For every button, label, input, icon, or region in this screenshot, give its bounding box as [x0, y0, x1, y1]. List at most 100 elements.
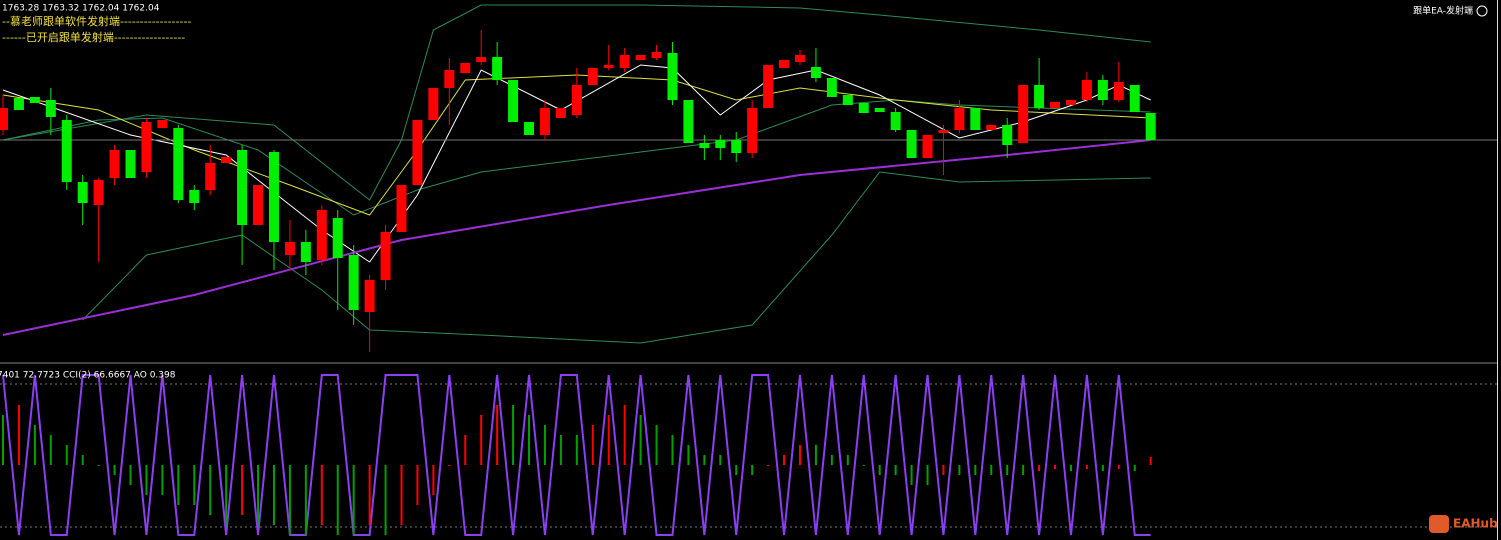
ao-bar	[878, 465, 881, 475]
ao-bar	[448, 465, 451, 466]
candle-body	[1050, 102, 1061, 108]
candle-body	[29, 97, 40, 103]
ao-bar	[320, 465, 323, 525]
candle-body	[268, 152, 279, 242]
ao-bar	[17, 405, 20, 465]
indicator-line	[2, 4, 1151, 201]
ao-bar	[400, 465, 403, 525]
ao-bar	[814, 445, 817, 465]
ao-bar	[559, 435, 562, 465]
candle-body	[890, 112, 901, 130]
ao-bar	[272, 465, 275, 525]
ao-bar	[2, 415, 4, 465]
ao-bar	[528, 415, 531, 465]
candle-body	[205, 163, 216, 190]
ao-bar	[81, 455, 84, 465]
ao-bar	[1101, 465, 1104, 471]
ao-bar	[113, 465, 116, 475]
candle-body	[0, 108, 8, 130]
candle-body	[77, 182, 88, 203]
ao-bar	[384, 465, 387, 535]
ao-bar	[1149, 457, 1152, 465]
ao-bar	[49, 435, 52, 465]
candle-body	[428, 88, 439, 120]
ao-bar	[336, 465, 339, 535]
candle-body	[460, 63, 471, 73]
candle-body	[524, 122, 535, 135]
ao-bar	[926, 465, 929, 485]
candle-body	[93, 180, 104, 205]
candle-body	[587, 68, 598, 85]
candle-body	[970, 108, 981, 130]
ao-bar	[368, 465, 371, 525]
candle-body	[45, 100, 56, 117]
ao-bar	[958, 465, 961, 475]
ao-bar	[607, 415, 610, 465]
ao-bar	[799, 445, 801, 465]
candle-body	[795, 55, 805, 62]
plot	[0, 4, 1497, 536]
ao-bar	[974, 465, 977, 475]
ao-bar	[129, 465, 132, 485]
candle-body	[221, 157, 232, 163]
ao-bar	[719, 455, 722, 465]
ao-bar	[1054, 465, 1057, 469]
candle-body	[61, 120, 72, 182]
ohlc-header: 1763.28 1763.32 1762.04 1762.04	[2, 4, 160, 14]
candle-body	[810, 67, 821, 78]
ao-bar	[942, 465, 945, 475]
candle-body	[476, 57, 487, 62]
candle-body	[412, 120, 423, 185]
candle-body	[237, 150, 248, 225]
candle-body	[1145, 113, 1156, 140]
candle-body	[444, 70, 455, 88]
ao-bar	[209, 465, 212, 515]
ao-bar	[1133, 465, 1136, 471]
ao-bar	[894, 465, 897, 475]
candle-body	[619, 55, 630, 68]
candle-body	[683, 100, 694, 143]
ao-bar	[671, 435, 674, 465]
ao-bar	[783, 455, 786, 465]
ao-bar	[862, 465, 865, 466]
candle-body	[380, 232, 391, 280]
candle-body	[141, 122, 152, 172]
ao-bar	[225, 465, 228, 525]
ao-bar	[639, 415, 642, 465]
ao-bar	[990, 465, 993, 475]
status-line: ------已开启跟单发射端------------------	[2, 30, 185, 44]
ao-bar	[751, 465, 754, 475]
candle-body	[348, 255, 359, 310]
candle-body	[715, 140, 726, 148]
candle-body	[635, 55, 646, 60]
candle-body	[253, 185, 264, 225]
ao-bar	[464, 435, 467, 465]
candle-body	[316, 210, 327, 260]
candle-body	[1097, 80, 1108, 100]
candle-body	[747, 108, 758, 153]
ao-bar	[1069, 465, 1072, 471]
indicator-header: 7401 72.7723 CCI(2) 66.6667 AO 0.398	[0, 371, 176, 381]
candle-body	[1002, 125, 1013, 145]
ao-bar	[910, 465, 913, 485]
ao-bar	[352, 465, 355, 535]
candle-body	[922, 135, 933, 158]
candle-body	[13, 98, 24, 110]
ao-bar	[623, 405, 626, 465]
ao-bar	[177, 465, 180, 505]
ao-bar	[1038, 465, 1041, 471]
candle-body	[1113, 82, 1124, 100]
candle-body	[492, 57, 503, 80]
ao-bar	[480, 415, 483, 465]
ao-bar	[830, 455, 833, 465]
candle-body	[396, 185, 407, 232]
cci-line	[2, 374, 1151, 536]
candle-body	[779, 60, 790, 68]
candle-body	[874, 108, 885, 112]
ao-bar	[193, 465, 196, 505]
candle-body	[125, 150, 136, 178]
candle-body	[1065, 100, 1076, 105]
candle-body	[986, 125, 997, 130]
ea-name: 跟单EA-发射端	[1413, 5, 1473, 17]
